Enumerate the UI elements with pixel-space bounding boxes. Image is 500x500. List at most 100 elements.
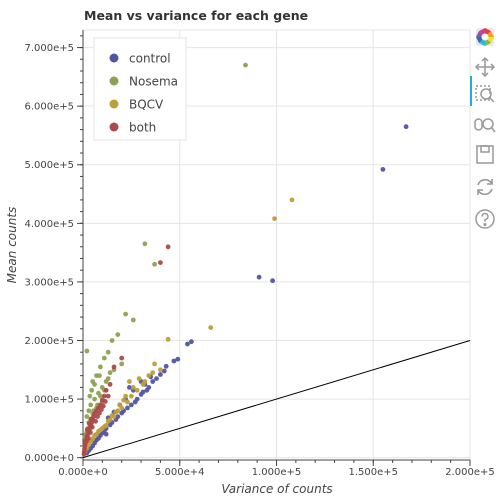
data-point[interactable] — [101, 393, 107, 399]
data-point[interactable] — [115, 332, 121, 337]
legend-item-both[interactable]: both — [109, 121, 157, 135]
data-point[interactable] — [146, 373, 152, 378]
data-point[interactable] — [158, 367, 163, 373]
data-point[interactable] — [129, 402, 134, 408]
data-point[interactable] — [129, 393, 134, 399]
data-point[interactable] — [125, 405, 130, 411]
reset-icon[interactable] — [472, 174, 498, 200]
data-point[interactable] — [84, 414, 90, 419]
data-point[interactable] — [161, 368, 167, 374]
data-point[interactable] — [107, 370, 113, 376]
data-point[interactable] — [98, 393, 103, 399]
data-point[interactable] — [142, 241, 148, 247]
data-point[interactable] — [175, 356, 181, 362]
data-point[interactable] — [163, 363, 169, 369]
data-point[interactable] — [111, 364, 117, 370]
data-point[interactable] — [158, 372, 163, 377]
data-point[interactable] — [89, 424, 95, 430]
data-point[interactable] — [103, 387, 109, 393]
data-point[interactable] — [88, 430, 93, 435]
data-point[interactable] — [165, 244, 171, 250]
data-point[interactable] — [98, 364, 103, 370]
legend-item-bqcv[interactable]: BQCV — [109, 98, 165, 112]
data-point[interactable] — [134, 387, 140, 393]
data-point[interactable] — [98, 427, 103, 433]
save-icon[interactable] — [472, 142, 498, 168]
data-point[interactable] — [109, 338, 115, 343]
data-point[interactable] — [94, 431, 99, 437]
data-point[interactable] — [103, 431, 109, 437]
data-point[interactable] — [105, 418, 111, 424]
data-point[interactable] — [105, 393, 111, 399]
data-point[interactable] — [130, 317, 136, 323]
data-point[interactable] — [102, 399, 108, 404]
data-point[interactable] — [123, 311, 128, 317]
data-point[interactable] — [123, 393, 128, 399]
legend-item-control[interactable]: control — [109, 52, 171, 66]
data-point[interactable] — [142, 379, 148, 384]
data-point[interactable] — [101, 355, 107, 361]
help-icon[interactable] — [472, 206, 498, 232]
data-point[interactable] — [158, 260, 163, 265]
data-point[interactable] — [165, 336, 171, 342]
data-point[interactable] — [256, 274, 262, 280]
data-point[interactable] — [119, 355, 125, 361]
data-point[interactable] — [152, 361, 158, 367]
data-point[interactable] — [125, 399, 130, 405]
data-point[interactable] — [119, 410, 125, 416]
data-point[interactable] — [270, 278, 275, 284]
data-point[interactable] — [289, 197, 295, 203]
data-point[interactable] — [113, 409, 119, 415]
data-point[interactable] — [100, 403, 106, 409]
data-point[interactable] — [126, 379, 132, 384]
data-point[interactable] — [86, 408, 92, 414]
data-point[interactable] — [171, 358, 177, 364]
data-point[interactable] — [136, 376, 142, 381]
data-point[interactable] — [152, 261, 158, 267]
data-point[interactable] — [93, 418, 98, 424]
data-point[interactable] — [150, 379, 156, 384]
data-point[interactable] — [87, 393, 93, 399]
data-point[interactable] — [88, 402, 94, 408]
data-point[interactable] — [87, 421, 92, 427]
pan-icon[interactable] — [472, 54, 498, 80]
data-point[interactable] — [243, 62, 248, 68]
data-point[interactable] — [208, 325, 214, 330]
bokeh-logo-icon[interactable] — [472, 24, 498, 50]
data-point[interactable] — [89, 387, 95, 393]
data-point[interactable] — [189, 339, 194, 345]
data-point[interactable] — [150, 370, 156, 376]
data-point[interactable] — [101, 424, 107, 429]
data-point[interactable] — [119, 361, 125, 367]
box-zoom-icon[interactable] — [472, 82, 498, 108]
data-point[interactable] — [92, 396, 97, 402]
data-point[interactable] — [130, 385, 136, 390]
data-point[interactable] — [272, 216, 277, 222]
data-point[interactable] — [97, 410, 102, 416]
data-point[interactable] — [81, 451, 87, 457]
data-point[interactable] — [132, 399, 138, 405]
data-point[interactable] — [92, 382, 97, 387]
data-point[interactable] — [105, 349, 111, 355]
data-point[interactable] — [380, 167, 386, 172]
data-point[interactable] — [84, 348, 90, 354]
data-point[interactable] — [105, 376, 111, 381]
data-point[interactable] — [95, 414, 100, 419]
data-point[interactable] — [99, 407, 104, 412]
wheel-zoom-icon[interactable] — [472, 112, 498, 138]
data-point[interactable] — [107, 382, 113, 387]
data-point[interactable] — [403, 124, 409, 130]
data-point[interactable] — [154, 376, 159, 381]
data-point[interactable] — [144, 387, 150, 393]
data-point[interactable] — [88, 416, 94, 422]
data-point[interactable] — [121, 397, 126, 403]
data-point[interactable] — [138, 392, 144, 397]
data-point[interactable] — [117, 402, 123, 408]
data-point[interactable] — [185, 341, 190, 347]
legend-item-nosema[interactable]: Nosema — [109, 75, 179, 89]
data-point[interactable] — [84, 438, 89, 444]
data-point[interactable] — [126, 385, 132, 390]
data-point[interactable] — [97, 373, 102, 378]
data-point[interactable] — [107, 422, 113, 428]
data-point[interactable] — [84, 427, 90, 432]
